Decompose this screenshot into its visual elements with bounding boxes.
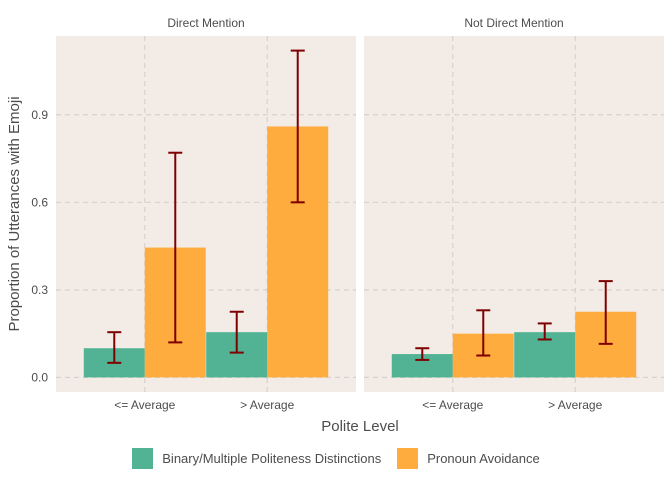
y-tick-label-1: 0.3 [31,283,48,297]
faceted-bar-chart: Direct Mention <= Average > Average Not Dir… [6,16,664,435]
x-tick-label-direct-mention-1: > Average [240,398,294,412]
legend-item-pronoun: Pronoun Avoidance [397,448,540,469]
chart-legend: Binary/Multiple Politeness Distinctions … [0,448,672,469]
x-axis-title: Polite Level [321,418,399,435]
y-tick-label-3: 0.9 [31,108,48,122]
y-tick-label-2: 0.6 [31,195,48,209]
legend-swatch-pronoun [397,448,419,469]
panel-title-direct-mention: Direct Mention [167,16,244,30]
panel-title-not-direct-mention: Not Direct Mention [464,16,563,30]
legend-item-binary: Binary/Multiple Politeness Distinctions [132,448,381,469]
legend-swatch-binary [132,448,154,469]
x-tick-label-not-direct-mention-0: <= Average [422,398,483,412]
legend-label-binary: Binary/Multiple Politeness Distinctions [162,451,382,466]
bar-not-direct-mention-s0-c0 [391,354,453,378]
x-tick-label-not-direct-mention-1: > Average [548,398,602,412]
legend-label-pronoun: Pronoun Avoidance [427,451,540,466]
x-tick-label-direct-mention-0: <= Average [114,398,175,412]
y-tick-label-0: 0.0 [31,370,48,384]
y-axis-title: Proportion of Utterances with Emoji [6,96,23,331]
